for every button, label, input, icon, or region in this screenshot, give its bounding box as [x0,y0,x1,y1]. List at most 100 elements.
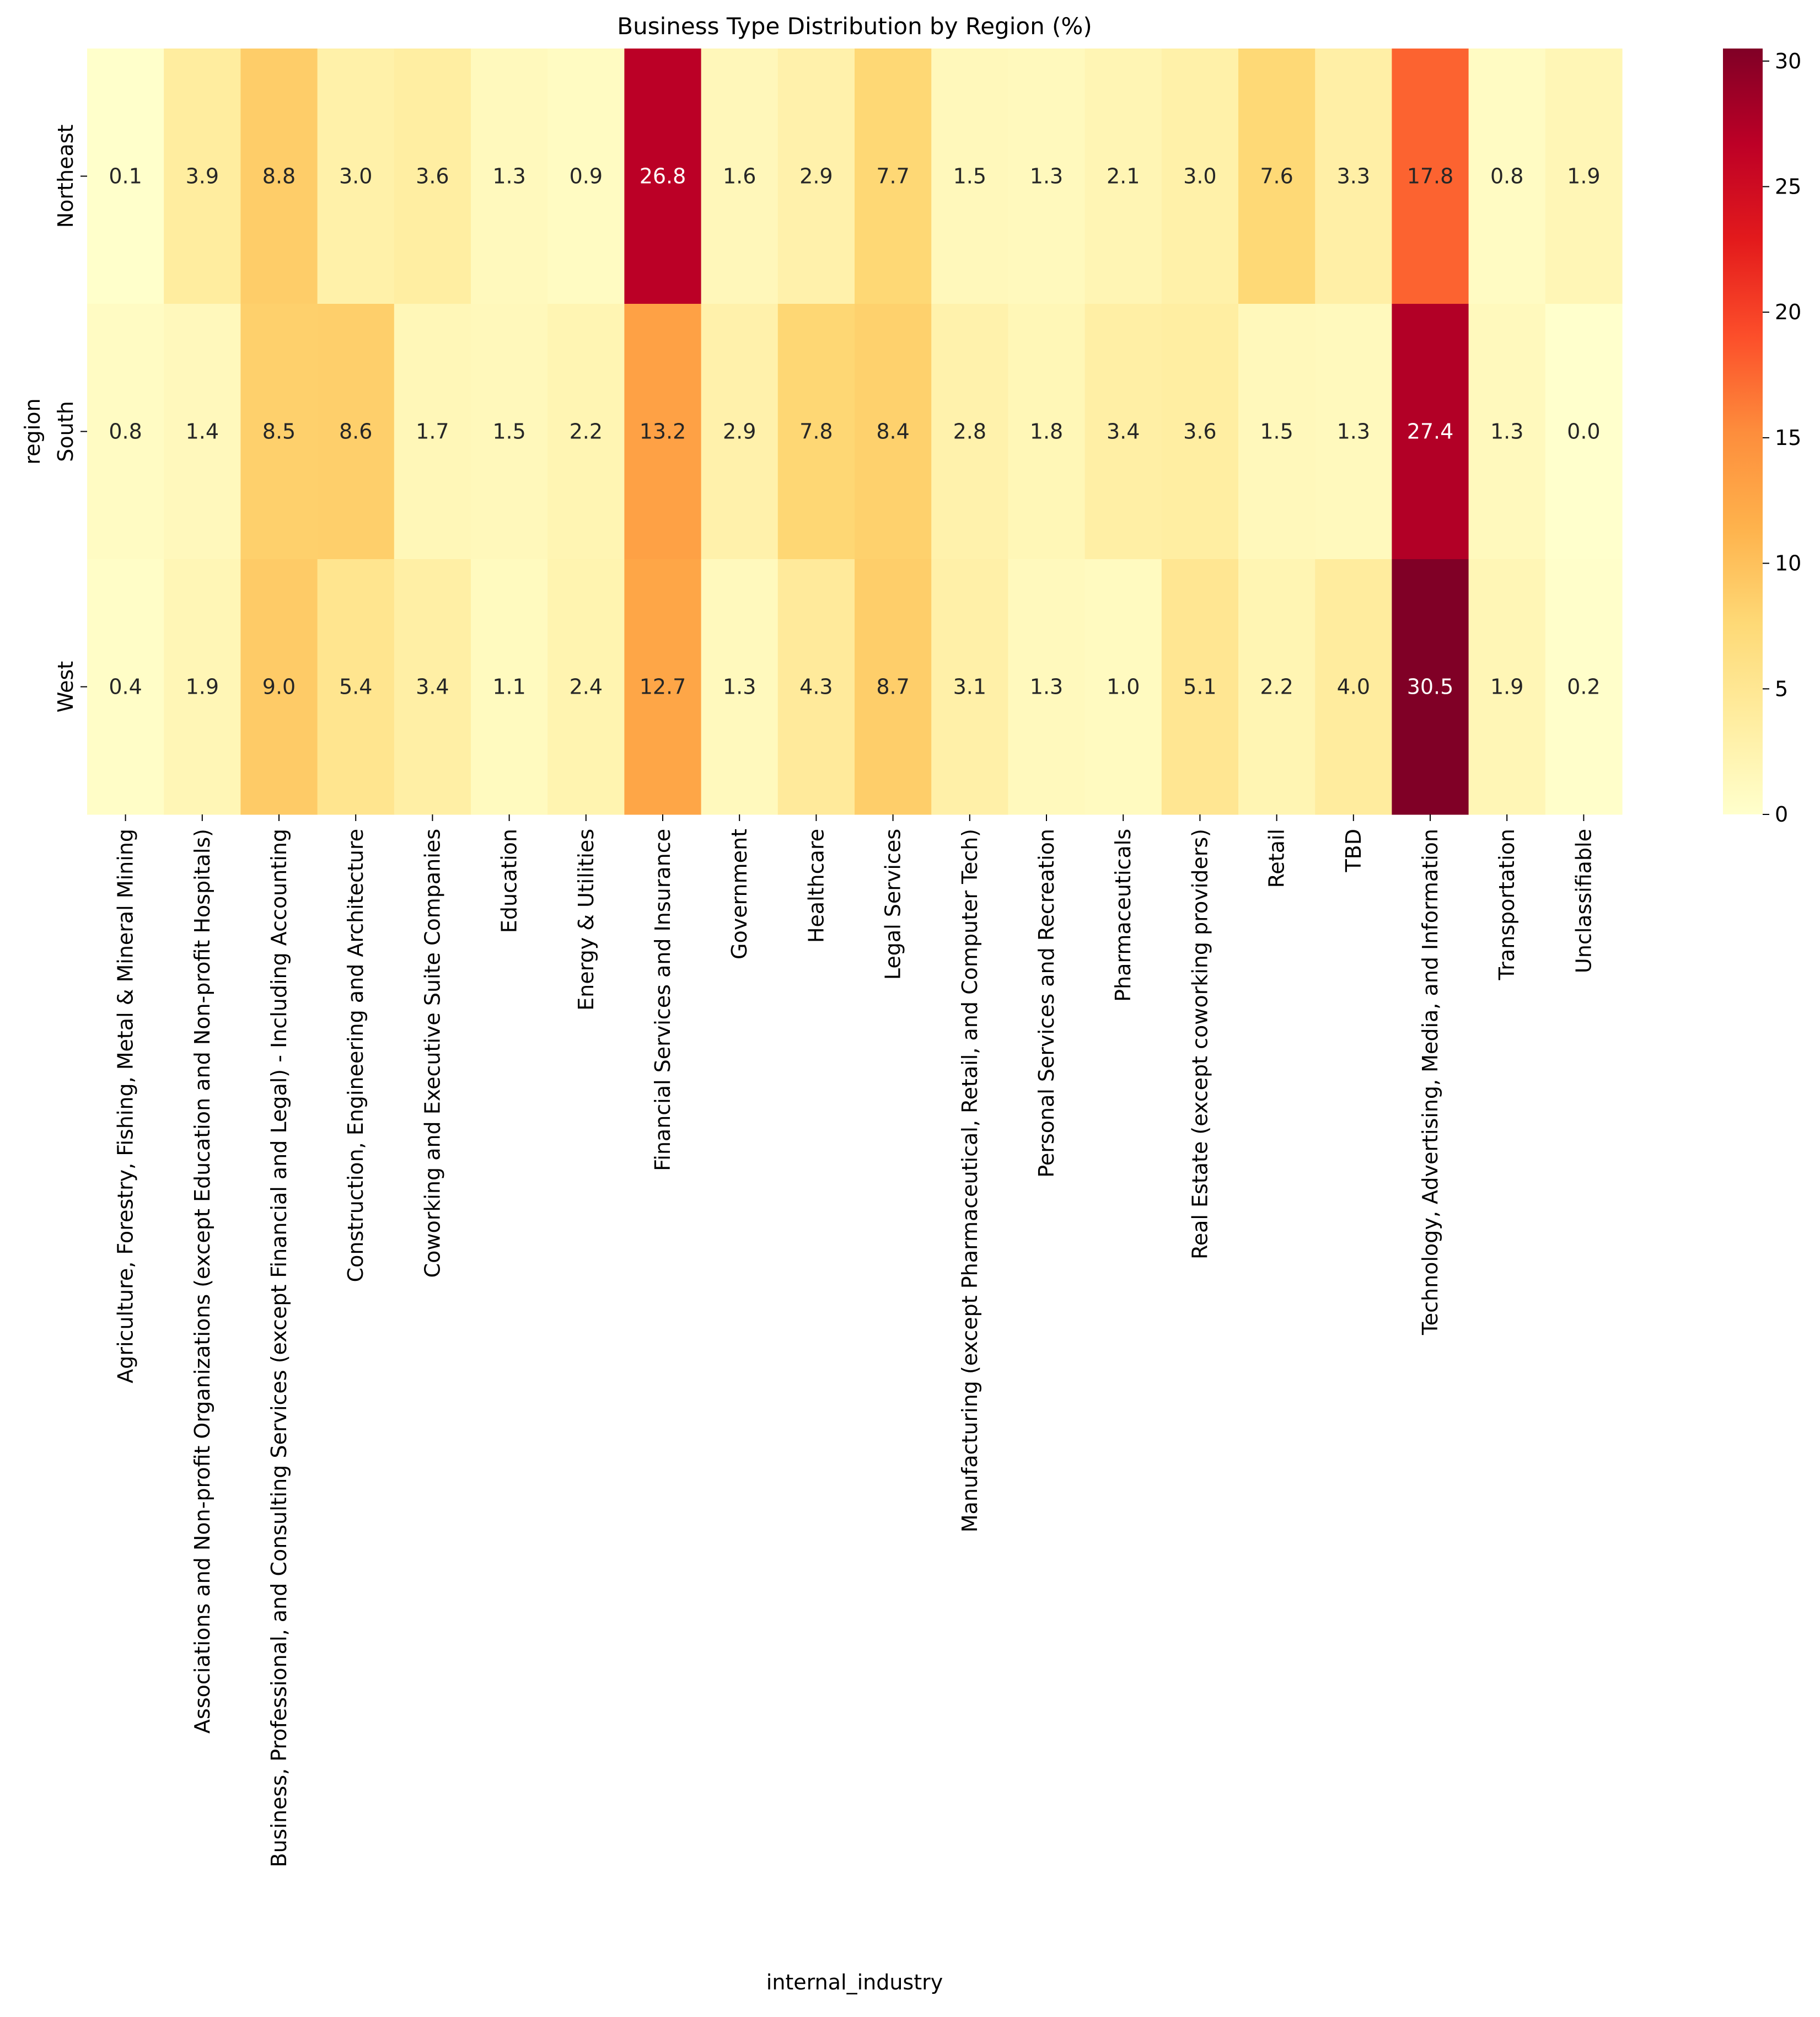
cell-value-label: 2.9 [799,164,833,189]
cell-value-label: 1.3 [723,675,756,699]
cell-value-label: 0.8 [109,420,142,444]
heatmap-cell [87,304,164,560]
colorbar-tick-label: 0 [1775,802,1788,827]
heatmap-cells [87,49,1623,815]
heatmap-cell [855,304,932,560]
heatmap-cell [317,304,395,560]
cell-value-label: 4.3 [799,675,833,699]
heatmap-cell [1008,304,1086,560]
cell-value-label: 8.6 [339,420,372,444]
heatmap-cell [931,49,1008,304]
heatmap-cell [471,304,548,560]
heatmap-cell [1161,49,1239,304]
x-tick-label: Manufacturing (except Pharmaceutical, Re… [958,829,982,1532]
cell-value-label: 2.2 [1260,675,1293,699]
cell-value-label: 3.3 [1337,164,1370,189]
heatmap-cell [1315,49,1392,304]
x-tick-label: Coworking and Executive Suite Companies [420,829,444,1278]
x-tick-label: Legal Services [881,829,905,980]
x-tick-label: Government [727,829,751,959]
heatmap-cell [1085,304,1162,560]
cell-value-label: 1.0 [1107,675,1140,699]
cell-value-label: 7.7 [876,164,909,189]
cell-value-label: 3.9 [186,164,219,189]
heatmap-cell [547,49,625,304]
heatmap-cell [1238,559,1316,815]
cell-value-label: 1.3 [1337,420,1370,444]
heatmap-cell [855,559,932,815]
cell-value-label: 8.8 [262,164,296,189]
cell-value-label: 5.1 [1183,675,1216,699]
heatmap-cell [1008,49,1086,304]
colorbar-tick-label: 10 [1775,551,1801,576]
heatmap-cell [1392,559,1469,815]
y-tick-label: Northeast [53,125,78,228]
x-tick-label: Transportation [1495,829,1519,980]
x-tick-label: Healthcare [804,829,828,943]
heatmap-cell [701,559,779,815]
heatmap-cell [1392,49,1469,304]
heatmap-cell [87,559,164,815]
x-tick-label: Unclassifiable [1571,829,1596,973]
x-tick-label: Financial Services and Insurance [651,829,675,1171]
cell-value-label: 1.5 [953,164,986,189]
cell-value-label: 1.9 [186,675,219,699]
cell-value-label: 1.3 [1490,420,1523,444]
cell-value-label: 3.6 [416,164,449,189]
cell-value-label: 1.9 [1490,675,1523,699]
cell-value-label: 0.4 [109,675,142,699]
heatmap-cell [931,304,1008,560]
cell-value-label: 8.5 [262,420,296,444]
cell-annotations: 0.1 3.9 8.8 3.0 3.6 1.3 0.9 26.8 1.6 2.9 7.7 1.5 1.3… [109,164,1600,699]
x-axis: Agriculture, Forestry, Fishing, Metal & … [114,814,1596,1868]
heatmap-cell [1315,559,1392,815]
heatmap-cell [777,49,855,304]
heatmap-cell [164,304,241,560]
cell-value-label: 2.1 [1107,164,1140,189]
heatmap-cell [317,559,395,815]
cell-value-label: 27.4 [1407,420,1454,444]
heatmap-cell [701,49,779,304]
colorbar-tick-label: 25 [1775,174,1801,199]
cell-value-label: 3.6 [1183,420,1216,444]
x-tick-label: Associations and Non-profit Organization… [190,829,214,1734]
colorbar-gradient [1723,49,1763,814]
x-tick-label: Business, Professional, and Consulting S… [267,829,291,1868]
heatmap-cell [394,49,471,304]
cell-value-label: 3.1 [953,675,986,699]
cell-value-label: 1.5 [492,420,525,444]
heatmap-cell [624,49,702,304]
heatmap-cell [1468,49,1546,304]
cell-value-label: 1.3 [1030,164,1063,189]
x-tick-label: Construction, Engineering and Architectu… [343,829,368,1282]
heatmap-cell [240,559,318,815]
x-tick-label: Pharmaceuticals [1111,829,1135,1002]
cell-value-label: 3.4 [1107,420,1140,444]
cell-value-label: 2.4 [570,675,603,699]
heatmap-cell [624,559,702,815]
cell-value-label: 1.1 [492,675,525,699]
colorbar-tick-label: 15 [1775,426,1801,450]
heatmap-cell [1545,559,1623,815]
colorbar-tick-label: 20 [1775,300,1801,324]
cell-value-label: 8.4 [876,420,909,444]
heatmap-cell [471,49,548,304]
y-tick-label: South [53,401,78,462]
cell-value-label: 0.1 [109,164,142,189]
cell-value-label: 1.8 [1030,420,1063,444]
cell-value-label: 2.8 [953,420,986,444]
colorbar-tick-label: 5 [1775,677,1788,701]
cell-value-label: 1.6 [723,164,756,189]
heatmap-cell [240,304,318,560]
x-tick-label: Real Estate (except coworking providers) [1188,829,1212,1259]
cell-value-label: 2.2 [570,420,603,444]
heatmap-cell [394,304,471,560]
cell-value-label: 7.6 [1260,164,1293,189]
heatmap-cell [1238,49,1316,304]
heatmap-cell [777,304,855,560]
cell-value-label: 17.8 [1407,164,1454,189]
heatmap-cell [701,304,779,560]
heatmap-cell [1161,559,1239,815]
cell-value-label: 5.4 [339,675,372,699]
